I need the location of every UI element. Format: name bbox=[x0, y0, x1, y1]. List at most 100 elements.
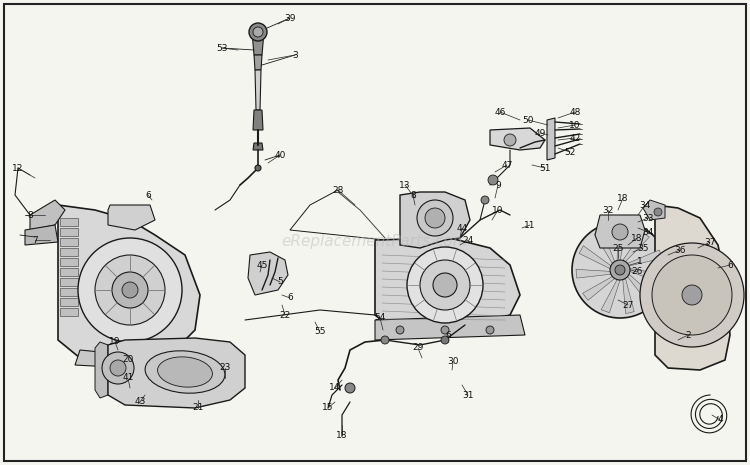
Polygon shape bbox=[60, 258, 78, 266]
Text: 32: 32 bbox=[602, 206, 613, 214]
Circle shape bbox=[255, 165, 261, 171]
Text: 9: 9 bbox=[495, 180, 501, 190]
Text: 18: 18 bbox=[336, 431, 348, 439]
Circle shape bbox=[504, 134, 516, 146]
Circle shape bbox=[110, 360, 126, 376]
Circle shape bbox=[615, 265, 625, 275]
Polygon shape bbox=[253, 110, 263, 130]
Text: 6: 6 bbox=[287, 293, 292, 303]
Text: 5: 5 bbox=[278, 278, 283, 286]
Text: 45: 45 bbox=[256, 260, 268, 270]
Polygon shape bbox=[60, 248, 78, 256]
Text: 28: 28 bbox=[332, 186, 344, 194]
Text: 41: 41 bbox=[122, 373, 134, 383]
Polygon shape bbox=[254, 55, 262, 70]
Text: 1: 1 bbox=[637, 258, 643, 266]
Text: 47: 47 bbox=[501, 160, 513, 170]
Circle shape bbox=[640, 243, 744, 347]
Circle shape bbox=[486, 326, 494, 334]
Text: 12: 12 bbox=[12, 164, 24, 173]
Polygon shape bbox=[25, 225, 58, 245]
Polygon shape bbox=[617, 226, 627, 260]
Text: 40: 40 bbox=[274, 151, 286, 159]
Text: 8: 8 bbox=[410, 191, 416, 199]
Circle shape bbox=[420, 260, 470, 310]
Text: 22: 22 bbox=[279, 311, 291, 319]
Circle shape bbox=[396, 326, 404, 334]
Circle shape bbox=[249, 23, 267, 41]
Polygon shape bbox=[602, 279, 620, 312]
Circle shape bbox=[407, 247, 483, 323]
Ellipse shape bbox=[158, 357, 212, 387]
Text: 20: 20 bbox=[122, 356, 134, 365]
Text: 11: 11 bbox=[524, 220, 536, 230]
Circle shape bbox=[441, 336, 449, 344]
Polygon shape bbox=[95, 342, 108, 398]
Polygon shape bbox=[400, 192, 470, 248]
Text: 2: 2 bbox=[686, 331, 691, 339]
Text: eReplacementParts.com: eReplacementParts.com bbox=[282, 234, 468, 249]
Polygon shape bbox=[60, 228, 78, 236]
Polygon shape bbox=[643, 200, 665, 220]
Text: 53: 53 bbox=[216, 44, 228, 53]
Circle shape bbox=[122, 282, 138, 298]
Text: 42: 42 bbox=[569, 133, 580, 142]
Text: 21: 21 bbox=[192, 404, 204, 412]
Polygon shape bbox=[628, 250, 662, 266]
Text: 55: 55 bbox=[314, 327, 326, 337]
Text: 4: 4 bbox=[717, 416, 723, 425]
Text: 49: 49 bbox=[534, 128, 546, 138]
Polygon shape bbox=[60, 308, 78, 316]
Polygon shape bbox=[58, 205, 200, 360]
Circle shape bbox=[612, 224, 628, 240]
Text: 25: 25 bbox=[612, 244, 624, 252]
Polygon shape bbox=[252, 32, 264, 55]
Polygon shape bbox=[628, 274, 655, 304]
Text: 36: 36 bbox=[674, 246, 686, 254]
Polygon shape bbox=[255, 70, 261, 110]
Polygon shape bbox=[60, 268, 78, 276]
Text: 46: 46 bbox=[494, 107, 506, 117]
Polygon shape bbox=[490, 128, 545, 150]
Text: 18: 18 bbox=[632, 233, 643, 243]
Text: 18: 18 bbox=[617, 193, 628, 202]
Text: 48: 48 bbox=[569, 107, 580, 117]
Text: 54: 54 bbox=[374, 313, 386, 323]
Circle shape bbox=[654, 208, 662, 216]
Circle shape bbox=[425, 208, 445, 228]
Polygon shape bbox=[248, 252, 288, 295]
Polygon shape bbox=[655, 205, 730, 370]
Polygon shape bbox=[375, 238, 520, 335]
Text: 6: 6 bbox=[146, 191, 151, 199]
Ellipse shape bbox=[145, 351, 225, 393]
Polygon shape bbox=[60, 288, 78, 296]
Circle shape bbox=[652, 255, 732, 335]
Polygon shape bbox=[108, 338, 245, 408]
Polygon shape bbox=[30, 200, 65, 230]
Circle shape bbox=[102, 352, 134, 384]
Text: 43: 43 bbox=[134, 398, 146, 406]
Polygon shape bbox=[583, 277, 615, 300]
Circle shape bbox=[345, 383, 355, 393]
Text: 24: 24 bbox=[462, 235, 474, 245]
Text: 8: 8 bbox=[27, 211, 33, 219]
Text: 26: 26 bbox=[632, 267, 643, 277]
Circle shape bbox=[481, 196, 489, 204]
Text: 52: 52 bbox=[564, 147, 576, 157]
Circle shape bbox=[682, 285, 702, 305]
Text: 30: 30 bbox=[447, 358, 459, 366]
Polygon shape bbox=[108, 205, 155, 230]
Text: 31: 31 bbox=[462, 391, 474, 399]
Text: 50: 50 bbox=[522, 115, 534, 125]
Circle shape bbox=[381, 336, 389, 344]
Text: 37: 37 bbox=[704, 238, 716, 246]
Polygon shape bbox=[60, 298, 78, 306]
Polygon shape bbox=[375, 315, 525, 340]
Circle shape bbox=[441, 326, 449, 334]
Circle shape bbox=[610, 260, 630, 280]
Polygon shape bbox=[595, 230, 615, 264]
Text: 15: 15 bbox=[322, 404, 334, 412]
Polygon shape bbox=[60, 218, 78, 226]
Polygon shape bbox=[547, 118, 555, 160]
Text: 35: 35 bbox=[638, 244, 649, 252]
